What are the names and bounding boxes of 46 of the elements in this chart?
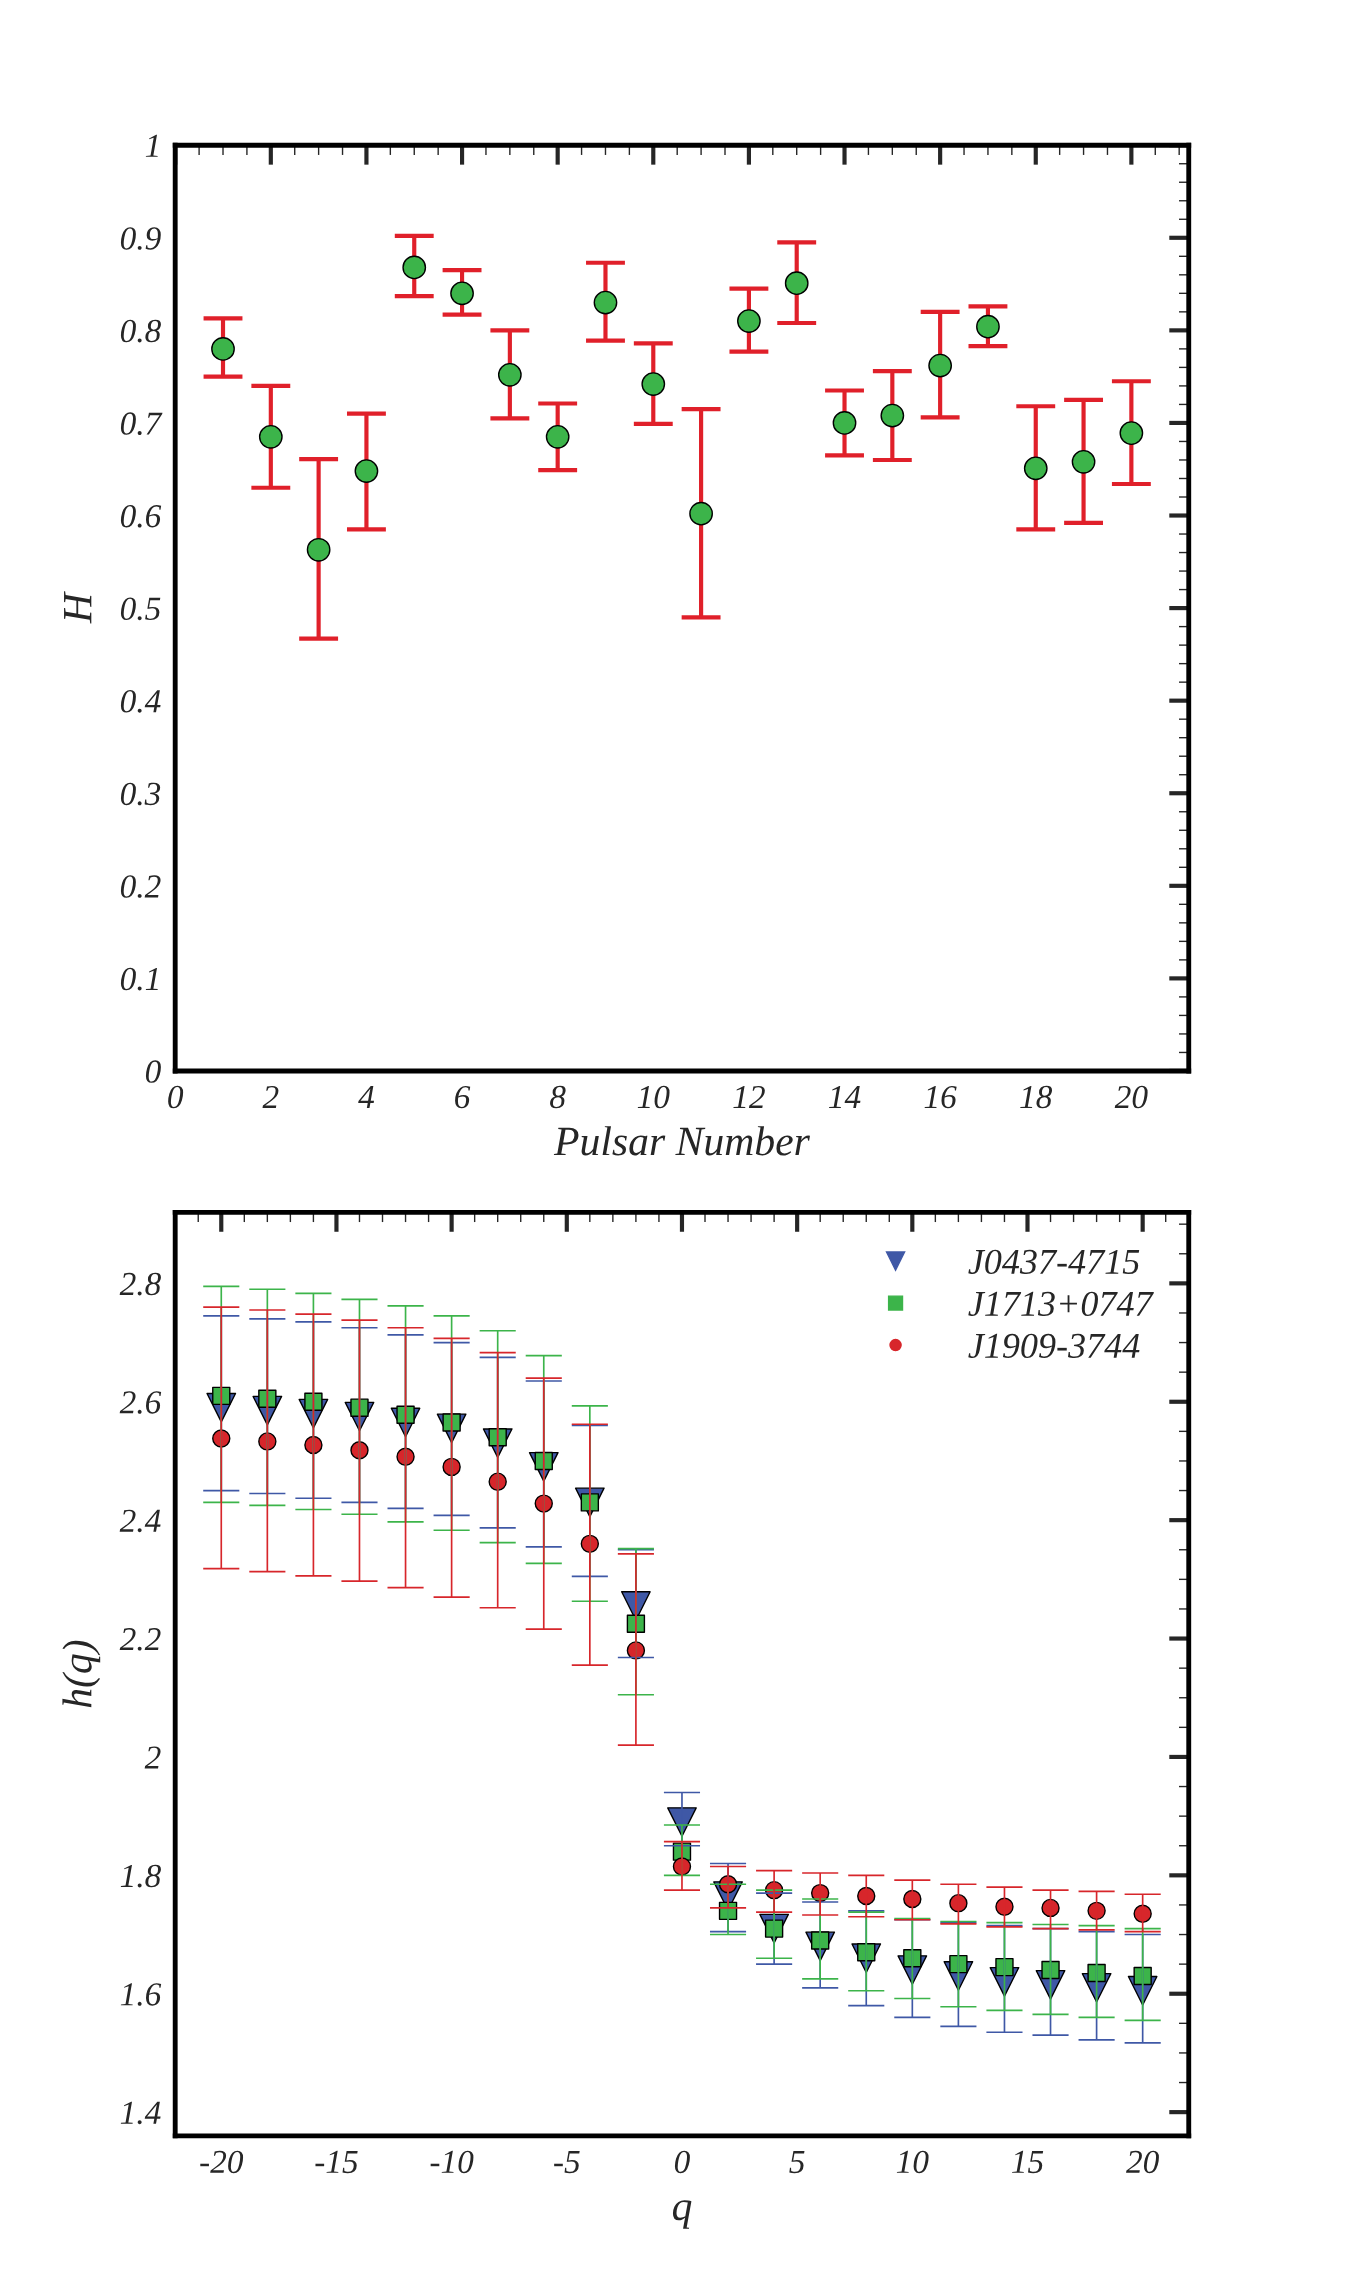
x-tick-label: 18	[1020, 1085, 1053, 1109]
y-tick-label: 0.3	[120, 782, 161, 806]
x-tick-label: 0	[168, 1085, 184, 1109]
y-tick-label: 2.2	[119, 1628, 161, 1651]
y-tick-label: 1.8	[120, 1864, 161, 1888]
y-tick-label: 0.8	[120, 319, 161, 343]
x-tick-label: 15	[1012, 2150, 1044, 2174]
x-tick-label: 10	[637, 1085, 670, 1109]
x-tick-label: 0	[674, 2150, 690, 2174]
x-tick-label: 6	[455, 1085, 471, 1109]
x-tick-label: -15	[315, 2150, 358, 2174]
x-axis-title: Pulsar Number	[553, 1126, 810, 1156]
y-tick-label: 0.5	[120, 597, 161, 621]
x-tick-label: -10	[430, 2150, 474, 2174]
y-tick-label: 1	[145, 134, 158, 157]
x-tick-label: 8	[550, 1085, 566, 1109]
y-tick-label: 0.6	[120, 504, 162, 528]
y-tick-label: 0.7	[120, 412, 163, 435]
x-tick-label: -5	[554, 2151, 580, 2174]
legend-label: J0437-4715	[968, 1249, 1140, 1275]
y-tick-label: 0.9	[120, 227, 161, 250]
y-tick-label: 0.2	[120, 875, 161, 898]
x-tick-label: 16	[924, 1085, 957, 1109]
y-axis-title: H	[64, 591, 92, 624]
x-tick-label: 2	[262, 1085, 279, 1108]
x-axis-title: q	[672, 2200, 692, 2229]
y-axis-title: h(q)	[62, 1640, 101, 1708]
y-tick-label: 0.4	[120, 690, 161, 713]
x-tick-label: 20	[1114, 1085, 1148, 1109]
y-tick-label: 2	[144, 1746, 161, 1769]
x-tick-label: 4	[358, 1086, 375, 1108]
y-tick-label: 2.6	[119, 1391, 162, 1414]
y-tick-label: 1.4	[120, 2101, 161, 2125]
legend-label: J1713+0747	[968, 1291, 1154, 1317]
x-tick-label: 14	[829, 1085, 861, 1108]
y-tick-label: 2.8	[119, 1272, 161, 1296]
y-tick-label: 2.4	[119, 1509, 161, 1533]
y-tick-label: 0	[145, 1060, 161, 1083]
y-tick-label: 0.1	[120, 967, 158, 991]
legend-label: J1909-3744	[968, 1333, 1140, 1359]
x-tick-label: 5	[789, 2151, 805, 2174]
x-tick-label: 12	[733, 1085, 765, 1108]
y-tick-label: 1.6	[120, 1983, 162, 2006]
x-tick-label: 20	[1126, 2150, 1159, 2174]
x-tick-label: 10	[896, 2150, 929, 2174]
x-tick-label: -20	[200, 2150, 244, 2174]
